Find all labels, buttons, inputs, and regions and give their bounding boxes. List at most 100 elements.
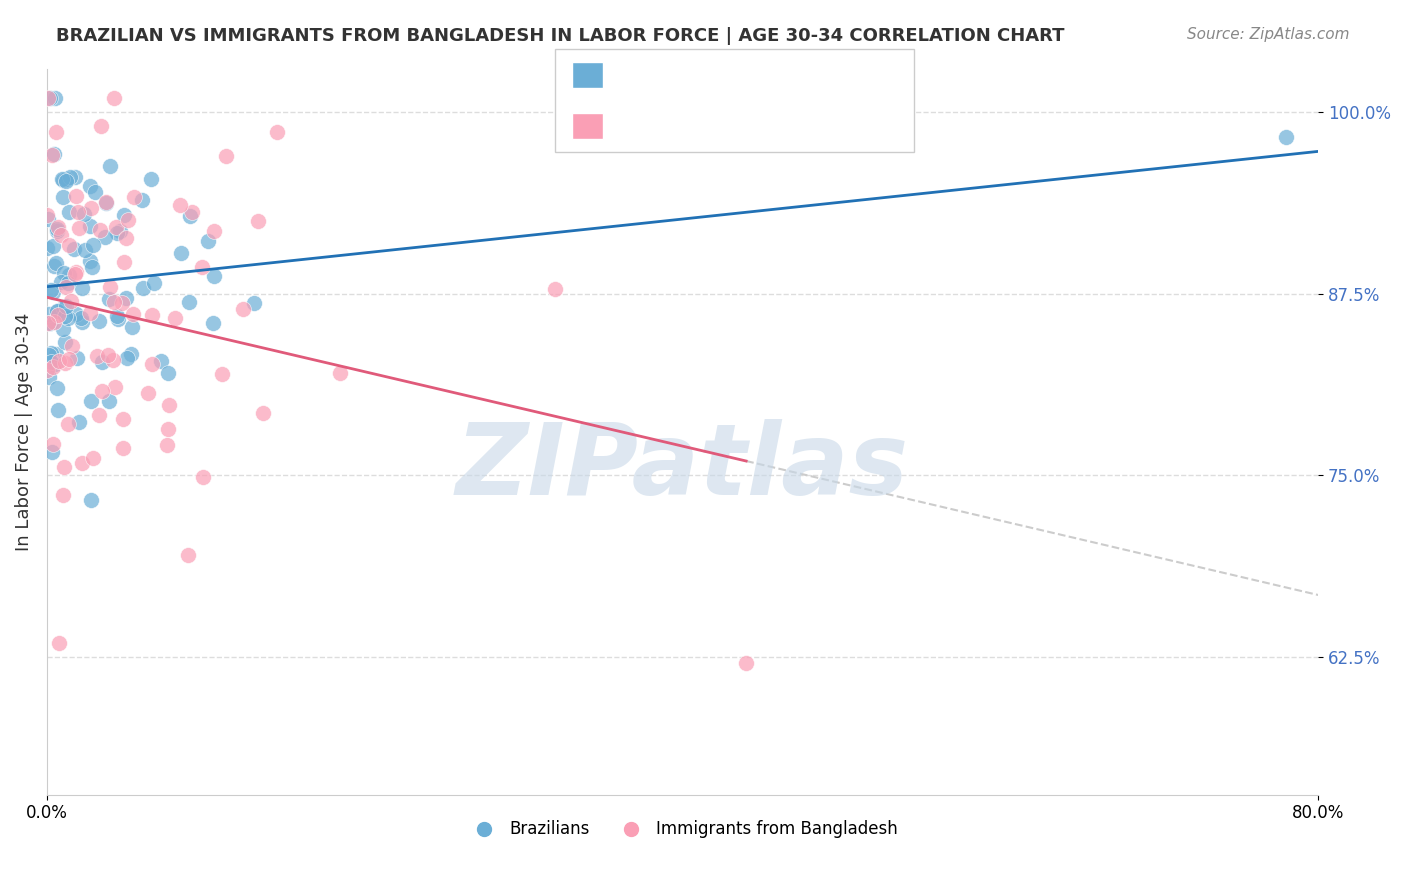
Point (66, 205, 89, 219)
Point (72, 457, 94, 471)
Point (84, 185, 107, 199)
Point (98, 160, 121, 174)
Point (90, 384, 112, 398)
Point (56, 417, 79, 431)
Point (66, 351, 89, 365)
Point (37, 90, 59, 104)
Point (169, 198, 191, 212)
Point (55, 174, 77, 188)
Point (1275, 129, 1298, 144)
Point (122, 190, 145, 204)
Point (111, 295, 134, 310)
Point (38, 316, 60, 330)
Point (252, 406, 274, 420)
Point (45, 256, 67, 270)
Point (51, 275, 73, 289)
Point (165, 310, 187, 325)
Point (181, 205, 204, 219)
Point (143, 276, 166, 290)
Point (37, 208, 59, 222)
Point (86, 349, 108, 363)
Point (80, 393, 103, 408)
Point (150, 354, 173, 368)
Point (53, 335, 76, 350)
Point (202, 268, 225, 283)
Point (103, 294, 125, 309)
Point (136, 385, 159, 400)
Point (82, 238, 104, 252)
Point (141, 308, 163, 322)
Point (46, 309, 69, 323)
Point (156, 438, 179, 452)
Point (105, 219, 128, 234)
Text: R =   0.144   N = 91: R = 0.144 N = 91 (610, 65, 792, 83)
Point (80, 260, 103, 274)
Point (53, 460, 76, 475)
Point (39, 346, 62, 360)
Point (90, 120, 112, 134)
Point (117, 212, 139, 227)
Text: ZIPatlas: ZIPatlas (456, 419, 910, 516)
Point (111, 441, 134, 455)
Point (37, 241, 59, 255)
Point (246, 213, 269, 227)
Point (96, 195, 118, 210)
Point (53, 356, 76, 370)
Point (177, 549, 200, 563)
Point (544, 282, 567, 296)
Point (157, 366, 180, 380)
Point (63, 242, 86, 256)
Point (79, 306, 101, 320)
Point (53, 266, 76, 280)
Point (39, 283, 62, 297)
Point (112, 208, 135, 222)
Point (38, 307, 60, 321)
Point (60, 293, 83, 308)
Point (141, 357, 163, 371)
Point (72, 315, 94, 329)
Point (56, 310, 79, 325)
Point (94, 229, 117, 244)
Point (87, 408, 110, 422)
Point (52, 173, 75, 187)
Point (98, 280, 121, 294)
Point (94, 196, 117, 211)
Point (231, 302, 253, 317)
Point (56, 277, 79, 291)
Point (110, 224, 132, 238)
Point (60, 339, 83, 353)
Point (197, 235, 219, 249)
Point (52, 322, 75, 336)
Point (157, 398, 180, 412)
Point (120, 347, 142, 361)
Point (70, 281, 93, 295)
Point (63, 169, 86, 184)
Point (121, 307, 143, 321)
Point (115, 231, 138, 245)
Point (37, 363, 59, 377)
Point (97, 348, 120, 362)
Point (117, 351, 139, 365)
Point (79, 178, 101, 193)
Point (51, 171, 73, 186)
Point (44, 90, 66, 104)
Point (211, 367, 233, 381)
Point (79, 219, 101, 234)
Point (53, 309, 76, 323)
Point (87, 314, 110, 328)
Point (37, 212, 59, 227)
Point (42, 285, 65, 300)
Point (89, 223, 111, 237)
Point (107, 227, 129, 241)
Point (38, 369, 60, 384)
Y-axis label: In Labor Force | Age 30-34: In Labor Force | Age 30-34 (15, 312, 32, 550)
Point (111, 412, 134, 426)
Point (193, 470, 215, 484)
Point (63, 267, 86, 281)
Point (101, 353, 124, 368)
Point (202, 316, 225, 330)
Point (73, 243, 96, 257)
Point (329, 366, 352, 380)
Point (132, 281, 155, 295)
Point (42, 259, 65, 273)
